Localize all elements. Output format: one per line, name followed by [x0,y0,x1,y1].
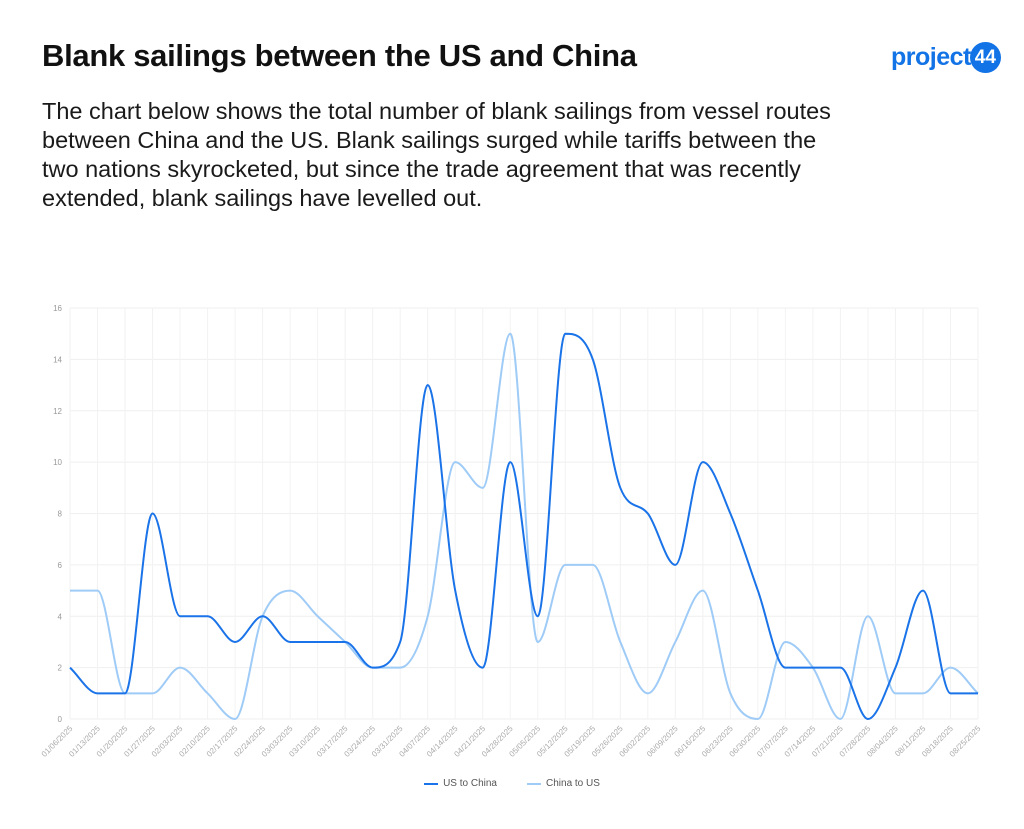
y-tick-label: 4 [58,612,63,621]
legend-swatch [527,782,541,785]
y-tick-label: 0 [58,715,63,724]
y-tick-label: 10 [53,458,62,467]
series-line-china-to-us [70,332,979,721]
chart-legend: US to China China to US [0,778,1024,789]
series-line-us-to-china [69,332,978,721]
y-tick-label: 14 [53,355,62,364]
legend-swatch [424,782,439,785]
logo-word: project [891,43,971,71]
legend-item-us-to-china[interactable]: US to China [424,778,497,789]
y-tick-label: 12 [53,407,62,416]
y-tick-label: 6 [58,561,63,570]
project44-logo: project 44 [891,42,1001,73]
page-title: Blank sailings between the US and China [42,38,637,73]
y-tick-label: 2 [58,664,63,673]
chart-description: The chart below shows the total number o… [42,98,831,211]
logo-badge: 44 [969,42,1001,73]
legend-item-china-to-us[interactable]: China to US [527,778,600,789]
legend-label: US to China [443,778,497,789]
y-tick-label: 16 [53,304,62,313]
y-tick-label: 8 [58,510,63,519]
legend-label: China to US [546,778,600,789]
